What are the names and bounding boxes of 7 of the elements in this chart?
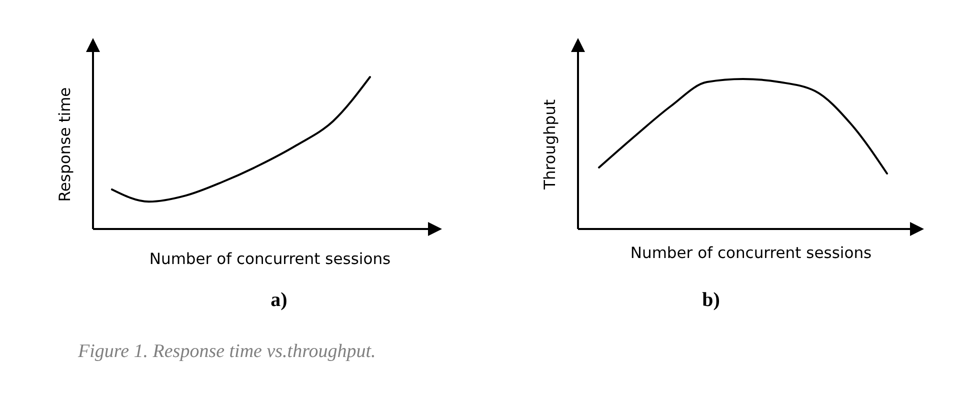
x-axis-title: Number of concurrent sessions <box>630 244 872 262</box>
y-axis-title: Response time <box>56 87 74 202</box>
text: a) <box>270 289 288 311</box>
text: b) <box>702 289 720 311</box>
y-axis-title: Throughput <box>541 99 559 191</box>
x-axis-title: Number of concurrent sessions <box>149 250 391 268</box>
caption: Figure 1. Response time vs.throughput. <box>77 341 376 362</box>
